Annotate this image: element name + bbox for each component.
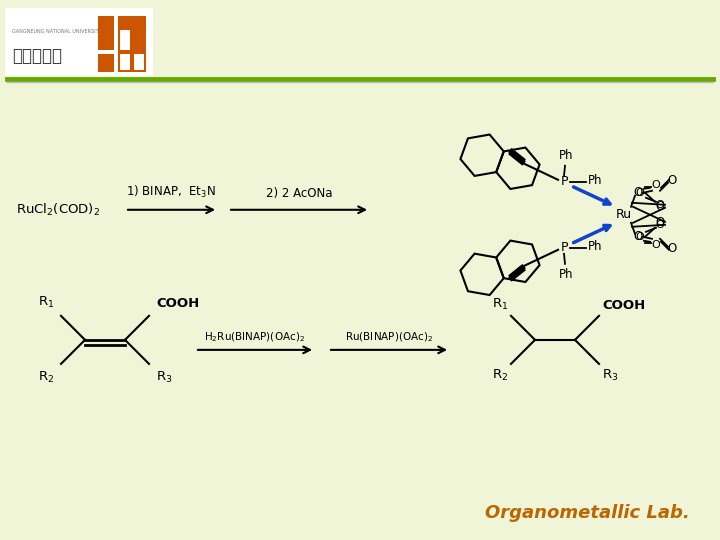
Text: Ph: Ph: [559, 268, 573, 281]
Text: P: P: [560, 241, 568, 254]
Bar: [5, 8, 153, 76]
Text: R$_2$: R$_2$: [37, 370, 54, 385]
Text: 강르대학교: 강르대학교: [12, 47, 62, 65]
Text: COOH: COOH: [156, 297, 199, 310]
Text: R$_1$: R$_1$: [37, 295, 54, 310]
Text: RuCl$_2$(COD)$_2$: RuCl$_2$(COD)$_2$: [16, 202, 100, 218]
Text: GANGNEUNG NATIONAL UNIVERSITY: GANGNEUNG NATIONAL UNIVERSITY: [12, 29, 102, 35]
Text: P: P: [560, 176, 568, 188]
Text: Ru(BINAP)(OAc)$_2$: Ru(BINAP)(OAc)$_2$: [345, 330, 433, 344]
Text: O: O: [634, 230, 643, 244]
Text: 2) 2 AcONa: 2) 2 AcONa: [266, 187, 332, 200]
Text: R$_2$: R$_2$: [492, 368, 508, 383]
Text: 1) BINAP,  Et$_3$N: 1) BINAP, Et$_3$N: [126, 184, 216, 200]
Text: O: O: [656, 220, 665, 230]
Text: Organometallic Lab.: Organometallic Lab.: [485, 504, 690, 522]
Text: H$_2$Ru(BINAP)(OAc)$_2$: H$_2$Ru(BINAP)(OAc)$_2$: [204, 330, 305, 344]
Bar: [120, 54, 130, 70]
Text: O: O: [636, 232, 644, 242]
Bar: [118, 16, 146, 72]
Bar: [98, 32, 114, 50]
Text: O: O: [656, 200, 665, 210]
Bar: [120, 30, 130, 50]
Text: O: O: [655, 200, 665, 213]
Text: O: O: [667, 242, 677, 255]
Text: Ph: Ph: [588, 240, 603, 253]
Text: Ph: Ph: [588, 174, 603, 187]
Text: COOH: COOH: [602, 299, 645, 312]
Text: Ph: Ph: [559, 148, 573, 162]
Text: R$_1$: R$_1$: [492, 297, 508, 312]
Text: R$_3$: R$_3$: [602, 368, 618, 383]
Text: O: O: [667, 174, 677, 187]
Text: O: O: [655, 217, 665, 230]
Text: O: O: [636, 188, 644, 198]
Text: R$_3$: R$_3$: [156, 370, 173, 385]
Text: O: O: [634, 186, 643, 199]
Text: O: O: [652, 240, 660, 250]
Text: Ru: Ru: [616, 208, 632, 221]
Bar: [98, 54, 114, 72]
Bar: [134, 54, 144, 70]
Bar: [98, 16, 114, 34]
Text: O: O: [652, 180, 660, 190]
